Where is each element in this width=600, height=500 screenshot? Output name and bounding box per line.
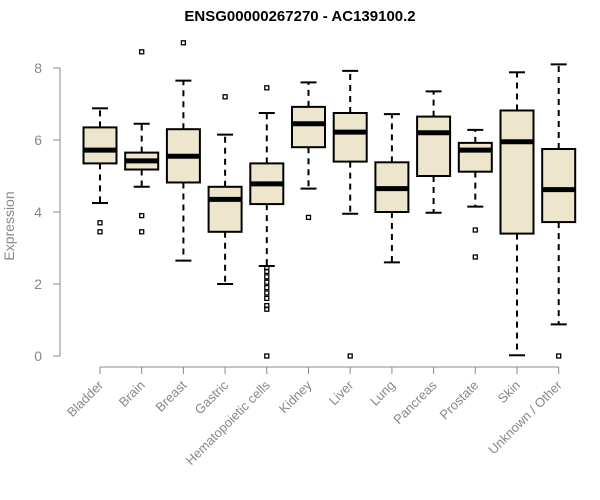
outlier-point (97, 229, 103, 235)
box-kidney (291, 81, 326, 221)
outlier-point (264, 353, 270, 359)
outlier-point (347, 353, 353, 359)
box-hematopoietic-cells (249, 85, 285, 359)
outlier-point (139, 49, 145, 55)
x-tick-label: Liver (326, 377, 357, 408)
x-tick-label: Kidney (276, 377, 315, 416)
x-tick-label: Unknown / Other (485, 377, 565, 457)
y-tick-label: 2 (34, 276, 42, 292)
x-tick-label: Brain (116, 378, 148, 410)
x-tick-label: Lung (367, 378, 398, 409)
box-gastric (207, 94, 243, 285)
outlier-point (264, 274, 270, 280)
outlier-point (264, 295, 270, 302)
outlier-point (264, 279, 270, 285)
box-bladder (82, 107, 118, 235)
x-tick-label: Breast (152, 377, 189, 414)
iqr-box (82, 126, 118, 165)
iqr-box (332, 112, 368, 163)
outlier-point (264, 290, 270, 296)
box-liver (332, 69, 368, 359)
box-pancreas (416, 90, 452, 214)
outlier-point (180, 40, 187, 46)
x-tick-label: Bladder (64, 377, 107, 420)
y-tick-label: 0 (34, 348, 42, 364)
x-tick-label: Skin (495, 378, 523, 406)
y-axis-label: Expression (1, 191, 17, 260)
iqr-box (499, 109, 535, 235)
chart-title: ENSG00000267270 - AC139100.2 (184, 8, 416, 25)
box-prostate (457, 128, 493, 260)
y-tick-label: 4 (34, 204, 42, 220)
iqr-box (541, 148, 577, 224)
outlier-point (264, 85, 270, 91)
x-tick-label: Pancreas (390, 377, 440, 427)
box-brain (124, 49, 160, 235)
iqr-box (457, 141, 493, 173)
outlier-point (264, 302, 270, 309)
y-tick-label: 6 (34, 132, 42, 148)
iqr-box (207, 185, 243, 233)
box-skin (499, 71, 535, 357)
outlier-point (264, 284, 270, 291)
boxes (82, 40, 577, 359)
box-breast (165, 40, 201, 262)
iqr-box (416, 115, 452, 177)
iqr-box (291, 105, 326, 149)
outlier-point (305, 214, 312, 221)
outlier-point (556, 353, 562, 359)
x-tick-label: Prostate (437, 378, 482, 423)
outlier-point (97, 220, 103, 226)
box-unknown-other (541, 63, 577, 359)
outlier-point (139, 229, 145, 235)
y-tick-label: 8 (34, 60, 42, 76)
outlier-point (472, 254, 478, 260)
outlier-point (139, 212, 145, 219)
x-tick-label: Gastric (192, 377, 232, 417)
outlier-point (264, 265, 270, 271)
outlier-point (472, 227, 478, 233)
box-lung (374, 113, 410, 264)
outlier-point (222, 94, 228, 100)
